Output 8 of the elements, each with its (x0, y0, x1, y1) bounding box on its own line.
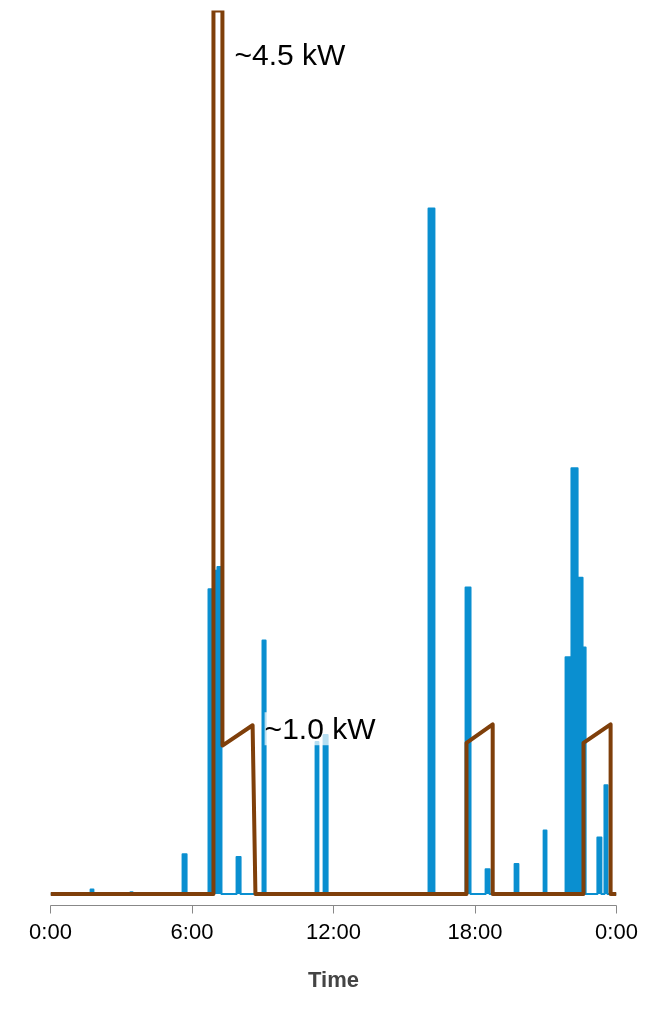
x-tick-label: 0:00 (595, 918, 638, 944)
x-tick-label: 6:00 (170, 918, 214, 944)
annotation: ~1.0 kW (264, 712, 377, 746)
x-axis-title: Time (308, 966, 359, 992)
x-tick-label: 12:00 (305, 918, 362, 944)
annotation: ~4.5 kW (234, 37, 346, 71)
x-tick-label: 18:00 (447, 918, 503, 944)
x-tick-label: 0:00 (29, 918, 72, 944)
